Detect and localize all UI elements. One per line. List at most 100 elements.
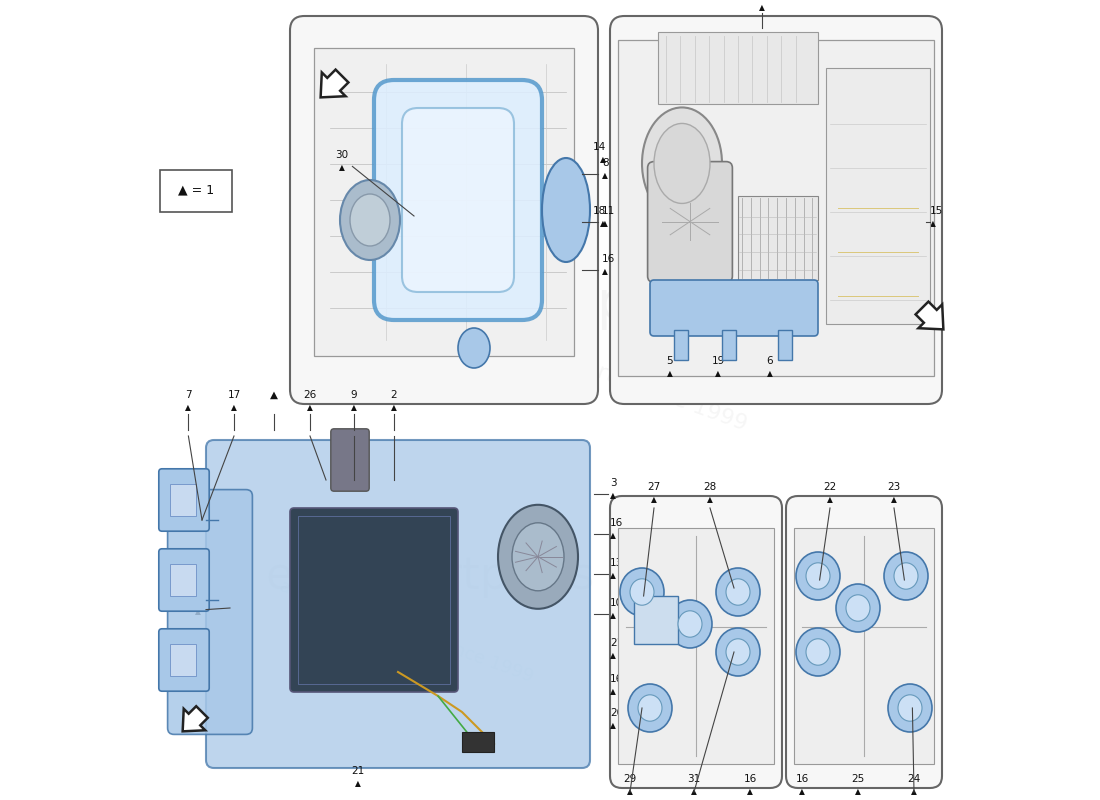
- FancyBboxPatch shape: [167, 490, 252, 734]
- Text: 9: 9: [351, 390, 358, 400]
- Ellipse shape: [836, 584, 880, 632]
- Text: ▲: ▲: [355, 779, 361, 788]
- FancyBboxPatch shape: [374, 80, 542, 320]
- Ellipse shape: [628, 684, 672, 732]
- Text: after market parts since 1999: after market parts since 1999: [276, 578, 536, 686]
- Polygon shape: [915, 302, 944, 330]
- Text: after market parts since 1999: after market parts since 1999: [430, 302, 749, 434]
- Ellipse shape: [458, 328, 490, 368]
- Text: ▲: ▲: [610, 491, 616, 500]
- Ellipse shape: [726, 638, 750, 666]
- Ellipse shape: [638, 694, 662, 722]
- Text: 16: 16: [610, 518, 624, 528]
- Text: ▲: ▲: [911, 787, 917, 796]
- Ellipse shape: [668, 600, 712, 648]
- FancyBboxPatch shape: [331, 429, 370, 491]
- Text: ▲: ▲: [651, 495, 657, 504]
- Text: 16: 16: [744, 774, 757, 784]
- Text: ▲ = 1: ▲ = 1: [177, 183, 213, 196]
- Text: 17: 17: [228, 390, 241, 400]
- Text: 5: 5: [667, 357, 673, 366]
- FancyBboxPatch shape: [206, 440, 590, 768]
- Text: 28: 28: [703, 482, 716, 492]
- FancyBboxPatch shape: [170, 484, 196, 516]
- FancyBboxPatch shape: [158, 629, 209, 691]
- Ellipse shape: [726, 579, 750, 605]
- FancyBboxPatch shape: [786, 496, 942, 788]
- Ellipse shape: [898, 694, 922, 722]
- FancyBboxPatch shape: [160, 170, 232, 212]
- Text: ▲: ▲: [667, 370, 673, 378]
- Ellipse shape: [894, 563, 918, 589]
- Text: ▲: ▲: [715, 370, 720, 378]
- Ellipse shape: [654, 123, 710, 203]
- FancyBboxPatch shape: [738, 196, 818, 280]
- Text: 7: 7: [185, 390, 191, 400]
- FancyBboxPatch shape: [290, 16, 598, 404]
- FancyBboxPatch shape: [290, 508, 458, 692]
- Ellipse shape: [884, 552, 928, 600]
- Text: ▲: ▲: [610, 531, 616, 540]
- Text: 3: 3: [610, 478, 617, 488]
- Text: ▲: ▲: [339, 163, 345, 172]
- Text: ▲: ▲: [610, 687, 616, 696]
- Text: ▲: ▲: [307, 403, 312, 412]
- Ellipse shape: [846, 595, 870, 621]
- Text: 29: 29: [624, 774, 637, 784]
- FancyBboxPatch shape: [402, 108, 514, 292]
- Ellipse shape: [716, 628, 760, 676]
- Text: 16: 16: [610, 674, 624, 684]
- Ellipse shape: [716, 568, 760, 616]
- Text: ▲: ▲: [231, 403, 236, 412]
- Ellipse shape: [620, 568, 664, 616]
- FancyBboxPatch shape: [658, 32, 818, 104]
- Ellipse shape: [512, 523, 564, 590]
- Text: ▲: ▲: [351, 403, 356, 412]
- FancyBboxPatch shape: [648, 162, 733, 282]
- Text: ▲: ▲: [602, 267, 608, 276]
- Text: 14: 14: [593, 142, 606, 152]
- FancyBboxPatch shape: [826, 68, 930, 324]
- Text: 24: 24: [908, 774, 921, 784]
- FancyBboxPatch shape: [778, 330, 792, 360]
- Text: ▲: ▲: [195, 607, 201, 616]
- FancyBboxPatch shape: [462, 732, 494, 752]
- Ellipse shape: [796, 552, 840, 600]
- FancyBboxPatch shape: [618, 40, 934, 376]
- FancyBboxPatch shape: [314, 48, 574, 356]
- Text: 16: 16: [602, 254, 615, 264]
- Text: ▲: ▲: [827, 495, 833, 504]
- Text: ▲: ▲: [855, 787, 861, 796]
- Text: 12: 12: [191, 594, 205, 604]
- Text: 26: 26: [304, 390, 317, 400]
- Text: ▲: ▲: [602, 171, 608, 180]
- Text: ▲: ▲: [610, 571, 616, 580]
- FancyBboxPatch shape: [158, 469, 209, 531]
- Text: ▲: ▲: [691, 787, 697, 796]
- Text: 6: 6: [767, 357, 773, 366]
- Ellipse shape: [678, 611, 702, 637]
- Ellipse shape: [642, 107, 722, 219]
- Ellipse shape: [630, 579, 654, 605]
- Text: ▲: ▲: [627, 787, 632, 796]
- Ellipse shape: [350, 194, 390, 246]
- Ellipse shape: [888, 684, 932, 732]
- FancyBboxPatch shape: [650, 280, 818, 336]
- FancyBboxPatch shape: [634, 596, 678, 644]
- Text: ▲: ▲: [930, 219, 936, 228]
- Text: 15: 15: [930, 206, 944, 216]
- Ellipse shape: [796, 628, 840, 676]
- Text: 31: 31: [688, 774, 701, 784]
- Ellipse shape: [806, 638, 830, 666]
- Text: 22: 22: [824, 482, 837, 492]
- Text: 20: 20: [610, 708, 623, 718]
- Text: ▲: ▲: [707, 495, 713, 504]
- Text: ▲: ▲: [759, 3, 764, 12]
- Text: ▲: ▲: [891, 495, 896, 504]
- Text: 23: 23: [888, 482, 901, 492]
- Ellipse shape: [340, 180, 400, 260]
- Text: ▲: ▲: [799, 787, 805, 796]
- Text: ▲: ▲: [610, 651, 616, 660]
- Text: 13: 13: [610, 558, 624, 568]
- FancyBboxPatch shape: [610, 16, 942, 404]
